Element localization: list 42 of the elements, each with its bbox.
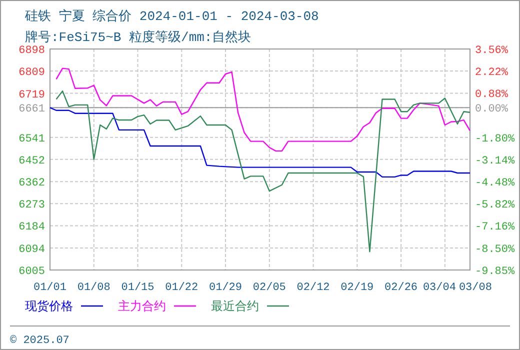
y-tick-label: 6184	[18, 222, 46, 234]
y2-tick-label: -3.14%	[475, 155, 516, 168]
legend-label: 现货价格	[25, 300, 73, 314]
x-tick-label: 01/29	[209, 282, 242, 294]
y2-tick-label: -7.16%	[475, 222, 516, 234]
y-tick-label: 6452	[18, 155, 45, 168]
x-tick-label: 01/01	[33, 282, 67, 294]
y2-tick-label: -1.80%	[475, 133, 516, 146]
y2-tick-label: -8.50%	[475, 244, 516, 256]
y-tick-label: 6809	[18, 67, 45, 80]
line-series	[49, 107, 471, 178]
line-series	[56, 68, 471, 152]
y2-tick-label: -5.82%	[475, 200, 516, 212]
x-tick-label: 02/19	[340, 282, 374, 294]
y-tick-label: 6898	[18, 45, 45, 57]
legend-label: 主力合约	[118, 299, 166, 314]
y2-tick-label: 0.00%	[475, 104, 508, 116]
x-tick-label: 01/15	[121, 282, 154, 294]
legend-label: 最近合约	[211, 300, 259, 314]
y2-tick-label: -4.48%	[475, 178, 516, 190]
y-tick-label: 6719	[18, 89, 45, 102]
x-tick-label: 03/04	[422, 282, 456, 294]
x-tick-label: 02/26	[384, 282, 418, 294]
y2-tick-label: 2.22%	[475, 67, 508, 80]
y-tick-label: 6661	[18, 104, 46, 116]
y2-tick-label: 3.56%	[475, 45, 508, 57]
y2-tick-label: -9.85%	[475, 266, 516, 278]
line-series	[56, 90, 471, 252]
y2-tick-label: 0.88%	[475, 89, 508, 102]
y-tick-label: 6273	[18, 200, 45, 212]
chart-subtitle: 牌号:FeSi75~B 粒度等级/mm:自然块	[25, 29, 252, 45]
x-tick-label: 02/05	[252, 282, 286, 294]
x-tick-label: 01/22	[165, 282, 198, 294]
x-tick-label: 03/08	[458, 282, 492, 294]
y-tick-label: 6005	[18, 266, 45, 278]
y-tick-label: 6362	[18, 178, 45, 190]
x-tick-label: 02/12	[296, 282, 330, 294]
chart-title: 硅铁 宁夏 综合价 2024-01-01 - 2024-03-08	[24, 8, 319, 24]
y-tick-label: 6094	[18, 244, 46, 256]
text: © 2025.07	[10, 335, 70, 347]
y-tick-label: 6541	[18, 133, 46, 146]
x-tick-label: 01/08	[77, 282, 110, 294]
